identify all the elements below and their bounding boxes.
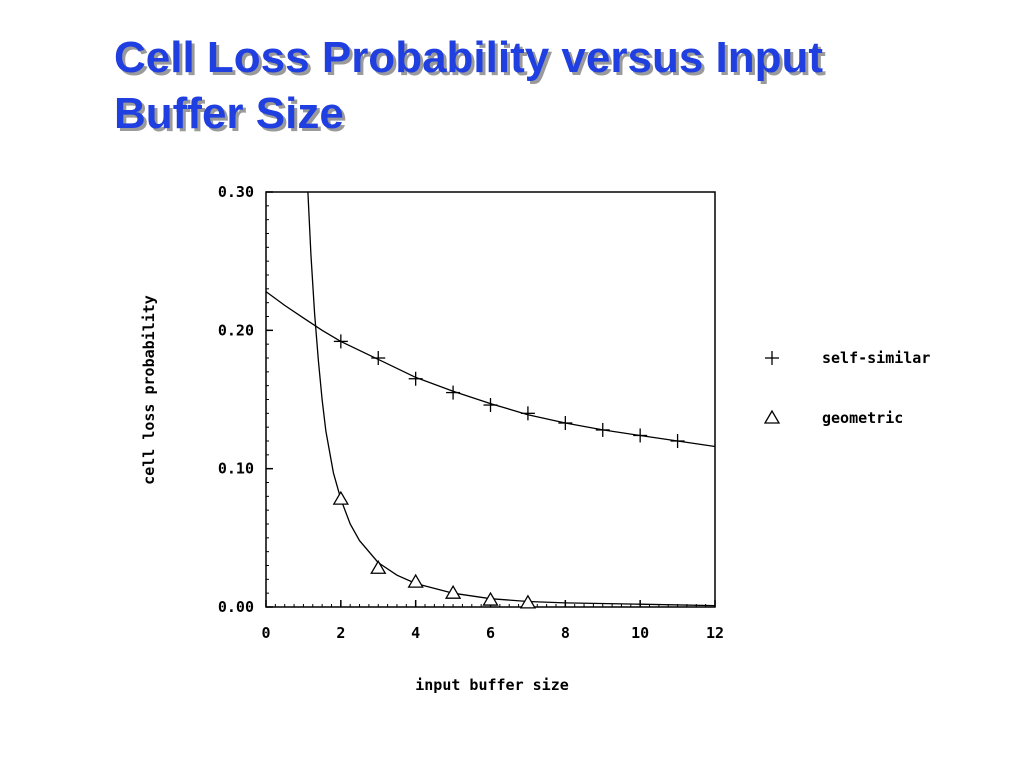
self-similar-data-point xyxy=(333,334,348,349)
x-tick-label: 8 xyxy=(561,624,570,642)
x-tick-label: 0 xyxy=(261,624,270,642)
x-tick-label: 12 xyxy=(706,624,724,642)
self-similar-data-point xyxy=(520,406,535,421)
y-tick-label: 0.30 xyxy=(218,183,254,201)
y-axis: 0.00 0.10 0.20 0.30 xyxy=(218,183,273,616)
geometric-fit-curve xyxy=(307,191,716,607)
x-tick-label: 2 xyxy=(336,624,345,642)
x-axis: 0 2 4 6 8 10 12 xyxy=(261,600,724,642)
geometric-data-point xyxy=(519,594,537,609)
x-tick-label: 6 xyxy=(486,624,495,642)
self-similar-data-point xyxy=(371,351,386,365)
self-similar-data-point xyxy=(595,422,610,437)
geometric-data-point xyxy=(482,591,499,606)
self-similar-data-point xyxy=(670,434,685,448)
y-tick-label: 0.20 xyxy=(218,321,254,339)
y-tick-label: 0.00 xyxy=(218,598,254,616)
self-similar-data-point xyxy=(558,416,573,431)
x-tick-label: 4 xyxy=(411,624,420,642)
geometric-data-point xyxy=(444,584,462,599)
self-similar-data-point xyxy=(483,398,498,413)
self-similar-fit-curve xyxy=(265,291,716,448)
self-similar-data-point xyxy=(633,428,648,443)
geometric-data-point xyxy=(332,490,349,505)
y-axis-label: cell loss probability xyxy=(140,295,158,485)
x-tick-label: 10 xyxy=(631,624,649,642)
self-similar-data-point xyxy=(408,371,423,386)
legend-geometric-label: geometric xyxy=(822,409,903,427)
legend: self-similar geometric xyxy=(763,349,930,427)
x-axis-label: input buffer size xyxy=(415,676,569,694)
geometric-data-point xyxy=(407,573,424,588)
data-markers xyxy=(332,334,685,609)
geometric-data-point xyxy=(370,559,387,574)
slide-title-line1: Cell Loss Probability versus Input xyxy=(114,33,824,82)
y-tick-label: 0.10 xyxy=(218,460,254,478)
legend-geometric-marker xyxy=(763,409,781,424)
slide-title: Cell Loss Probability versus Input Buffe… xyxy=(114,30,994,142)
slide-title-line2: Buffer Size xyxy=(114,89,344,138)
legend-self-similar-label: self-similar xyxy=(822,349,930,367)
legend-self-similar-marker xyxy=(765,351,779,365)
self-similar-data-point xyxy=(446,385,461,400)
